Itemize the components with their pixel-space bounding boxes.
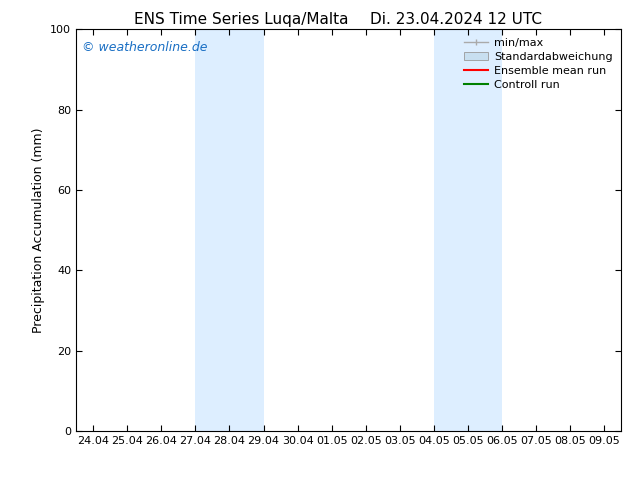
Bar xyxy=(434,29,502,431)
Y-axis label: Precipitation Accumulation (mm): Precipitation Accumulation (mm) xyxy=(32,127,44,333)
Text: © weatheronline.de: © weatheronline.de xyxy=(82,42,207,54)
Text: ENS Time Series Luqa/Malta: ENS Time Series Luqa/Malta xyxy=(134,12,348,27)
Text: Di. 23.04.2024 12 UTC: Di. 23.04.2024 12 UTC xyxy=(370,12,543,27)
Legend: min/max, Standardabweichung, Ensemble mean run, Controll run: min/max, Standardabweichung, Ensemble me… xyxy=(460,35,616,93)
Bar xyxy=(195,29,264,431)
